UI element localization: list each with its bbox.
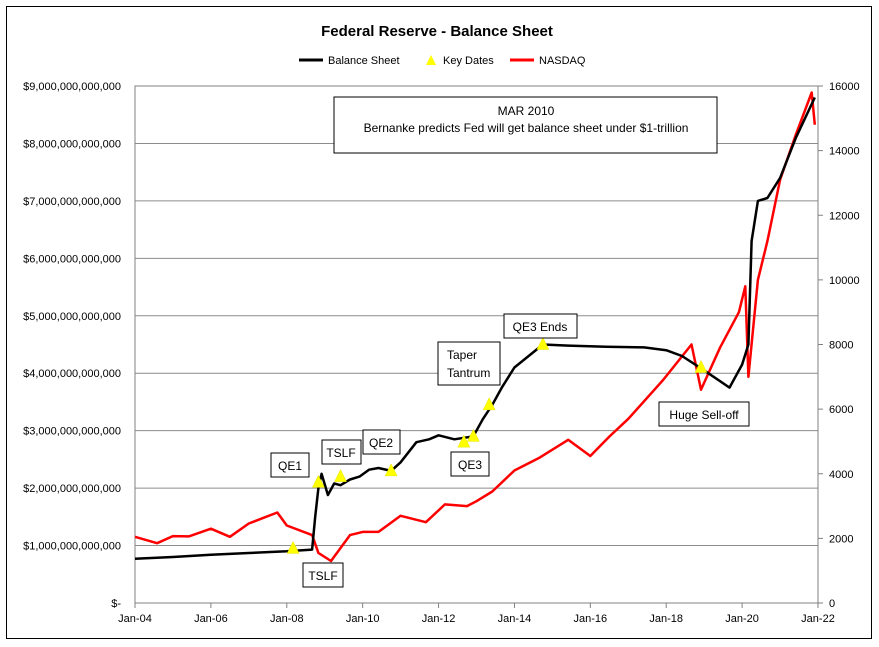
y-left-tick-label: $5,000,000,000,000 xyxy=(23,311,121,323)
x-tick-label: Jan-08 xyxy=(270,613,304,625)
legend-keydates-label: Key Dates xyxy=(443,55,494,67)
y-left-tick-label: $2,000,000,000,000 xyxy=(23,483,121,495)
y-right-tick-label: 0 xyxy=(829,598,835,610)
x-tick-label: Jan-20 xyxy=(725,613,759,625)
y-right-tick-label: 10000 xyxy=(829,275,860,287)
callout-qe3-ends-text: QE3 Ends xyxy=(513,320,568,334)
y-right-tick-label: 4000 xyxy=(829,469,853,481)
x-tick-label: Jan-16 xyxy=(574,613,608,625)
callout-tslf-low-text: TSLF xyxy=(308,569,337,583)
callout-qe1-text: QE1 xyxy=(278,459,302,473)
callout-qe3-ends: QE3 Ends xyxy=(503,313,578,339)
key-date-triangle-icon xyxy=(482,397,496,411)
y-right-tick-label: 2000 xyxy=(829,533,853,545)
callout-qe1: QE1 xyxy=(270,452,310,478)
series-balance-sheet-line xyxy=(134,96,816,561)
note-line1: MAR 2010 xyxy=(498,104,555,118)
key-date-triangle-icon xyxy=(466,428,480,442)
x-tick-label: Jan-06 xyxy=(194,613,228,625)
y-left-tick-label: $8,000,000,000,000 xyxy=(23,138,121,150)
x-tick-label: Jan-14 xyxy=(498,613,532,625)
y-axis-left: $- $1,000,000,000,000 $2,000,000,000,000 $3… xyxy=(23,81,121,610)
callout-qe3: QE3 xyxy=(450,451,490,477)
chart-title: Federal Reserve - Balance Sheet xyxy=(321,23,553,40)
key-date-triangle-icon xyxy=(694,359,708,373)
x-axis: Jan-04 Jan-06 Jan-08 Jan-10 Jan-12 Jan-14 Jan-… xyxy=(118,603,835,625)
x-tick-label: Jan-10 xyxy=(346,613,380,625)
callout-taper-line2: Tantrum xyxy=(447,366,490,380)
callout-huge-selloff-text: Huge Sell-off xyxy=(669,408,739,422)
annotation-note-box: MAR 2010 Bernanke predicts Fed will get … xyxy=(333,96,718,154)
x-tick-label: Jan-18 xyxy=(649,613,683,625)
callout-tslf-high-text: TSLF xyxy=(326,446,355,460)
y-left-tick-label: $- xyxy=(111,598,121,610)
callout-taper-tantrum: Taper Tantrum xyxy=(437,341,501,386)
x-tick-label: Jan-04 xyxy=(118,613,152,625)
y-axis-right: 0 2000 4000 6000 8000 10000 12000 14000 16000 xyxy=(818,81,860,610)
y-left-tick-label: $7,000,000,000,000 xyxy=(23,196,121,208)
series-nasdaq-line xyxy=(134,91,817,563)
key-date-triangle-icon xyxy=(457,434,471,448)
x-tick-label: Jan-22 xyxy=(801,613,835,625)
callout-qe2-text: QE2 xyxy=(369,436,393,450)
y-right-tick-label: 14000 xyxy=(829,146,860,158)
legend: Balance Sheet Key Dates NASDAQ xyxy=(299,55,586,67)
y-left-tick-label: $4,000,000,000,000 xyxy=(23,368,121,380)
legend-keydates-triangle-icon xyxy=(426,55,436,65)
y-right-tick-label: 8000 xyxy=(829,340,853,352)
y-left-tick-label: $6,000,000,000,000 xyxy=(23,253,121,265)
legend-balance-label: Balance Sheet xyxy=(328,55,400,67)
key-date-triangle-icon xyxy=(286,540,300,554)
note-line2: Bernanke predicts Fed will get balance s… xyxy=(364,121,689,135)
callout-qe2: QE2 xyxy=(362,429,401,455)
key-date-triangle-icon xyxy=(384,463,398,477)
key-date-markers xyxy=(286,336,708,554)
y-right-tick-label: 16000 xyxy=(829,81,860,93)
callout-qe3-text: QE3 xyxy=(458,458,482,472)
y-left-tick-label: $3,000,000,000,000 xyxy=(23,426,121,438)
y-left-tick-label: $1,000,000,000,000 xyxy=(23,541,121,553)
plot-area-border xyxy=(134,85,819,604)
callout-tslf-low: TSLF xyxy=(302,562,344,588)
key-date-triangle-icon xyxy=(536,336,550,350)
y-right-tick-label: 6000 xyxy=(829,404,853,416)
key-date-triangle-icon xyxy=(311,474,325,488)
gridlines xyxy=(135,85,818,547)
callout-huge-selloff: Huge Sell-off xyxy=(658,401,750,427)
key-date-triangle-icon xyxy=(334,469,347,482)
x-tick-label: Jan-12 xyxy=(422,613,456,625)
y-right-tick-label: 12000 xyxy=(829,210,860,222)
callout-tslf-high: TSLF xyxy=(321,439,362,465)
y-left-tick-label: $9,000,000,000,000 xyxy=(23,81,121,93)
legend-nasdaq-label: NASDAQ xyxy=(539,55,586,67)
callout-taper-line1: Taper xyxy=(447,348,477,362)
